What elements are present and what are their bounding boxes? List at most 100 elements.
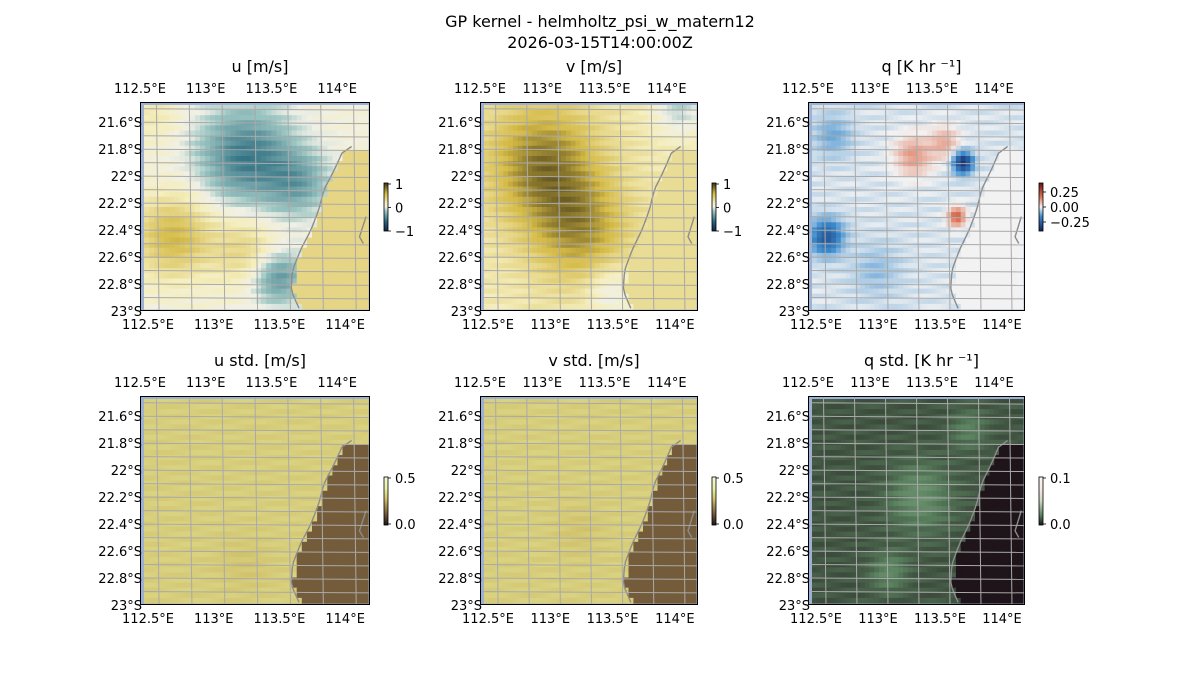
heatmap-cell (1003, 196, 1010, 203)
heatmap-cell (240, 258, 247, 264)
heatmap-cell (826, 201, 832, 208)
heatmap-cell (332, 217, 339, 223)
heatmap-cell (512, 140, 519, 147)
heatmap-cell (599, 258, 605, 264)
heatmap-cell (301, 156, 308, 162)
heatmap-cell (322, 201, 328, 208)
heatmap-cell (609, 263, 615, 269)
heatmap-cell (184, 222, 191, 228)
heatmap-cell (686, 298, 692, 305)
heatmap-cell (220, 258, 227, 264)
heatmap-cell (342, 222, 349, 228)
heatmap-cell (657, 247, 663, 254)
heatmap-cell (565, 207, 572, 213)
heatmap-cell (826, 196, 832, 203)
heatmap-cell (903, 150, 909, 157)
heatmap-cell (281, 135, 288, 142)
heatmap-cell (999, 150, 1005, 157)
y-tick-label: 23°S (451, 305, 482, 320)
heatmap-cell (691, 222, 697, 228)
heatmap-cell (488, 120, 495, 126)
heatmap-cell (174, 222, 181, 228)
heatmap-cell (869, 212, 875, 218)
heatmap-cell (164, 120, 171, 126)
heatmap-cell (681, 176, 687, 183)
heatmap-cell (164, 150, 171, 157)
heatmap-cell (488, 135, 495, 142)
heatmap-cell (960, 135, 967, 142)
heatmap-cell (556, 140, 562, 147)
heatmap-cell (565, 217, 572, 223)
heatmap-cell (220, 278, 227, 285)
heatmap-cell (936, 232, 943, 239)
heatmap-cell (831, 135, 837, 142)
heatmap-cell (836, 207, 842, 213)
heatmap-cell (230, 161, 237, 167)
heatmap-cell (845, 176, 851, 183)
heatmap-cell (979, 181, 986, 188)
heatmap-cell (594, 186, 601, 193)
heatmap-cell (850, 125, 856, 132)
heatmap-cell (200, 140, 206, 147)
heatmap-cell (652, 110, 658, 116)
heatmap-cell (179, 217, 186, 223)
heatmap-cell (174, 120, 181, 126)
heatmap-cell (623, 303, 630, 310)
heatmap-cell (893, 115, 899, 121)
heatmap-cell (250, 135, 257, 142)
heatmap-cell (609, 171, 615, 177)
heatmap-cell (508, 232, 514, 239)
heatmap-cell (671, 273, 678, 279)
heatmap-cell (946, 115, 952, 121)
heatmap-cell (517, 207, 524, 213)
heatmap-cell (291, 115, 298, 121)
heatmap-cell (215, 181, 221, 188)
heatmap-cell (855, 181, 861, 188)
heatmap-cell (565, 298, 572, 305)
heatmap-cell (508, 156, 514, 162)
heatmap-cell (638, 186, 644, 193)
heatmap-cell (296, 207, 303, 213)
heatmap-cell (169, 298, 176, 305)
heatmap-cell (291, 278, 298, 285)
heatmap-cell (537, 145, 543, 152)
heatmap-cell (676, 176, 683, 183)
heatmap-cell (580, 145, 586, 152)
heatmap-cell (561, 181, 567, 188)
heatmap-cell (812, 258, 818, 264)
heatmap-cell (517, 105, 524, 111)
heatmap-cell (561, 191, 567, 198)
heatmap-cell (541, 201, 548, 208)
heatmap-cell (633, 288, 639, 295)
heatmap-cell (149, 232, 155, 239)
heatmap-cell (671, 237, 678, 244)
heatmap-cell (946, 140, 952, 147)
heatmap-cell (879, 237, 885, 244)
heatmap-cell (936, 207, 943, 213)
heatmap-cell (556, 278, 562, 285)
heatmap-cell (590, 217, 596, 223)
heatmap-cell (590, 171, 596, 177)
heatmap-cell (189, 283, 196, 290)
heatmap-cell (322, 293, 328, 300)
heatmap-cell (585, 140, 591, 147)
heatmap-cell (580, 237, 586, 244)
heatmap-cell (225, 166, 232, 172)
heatmap-cell (541, 207, 548, 213)
heatmap-cell (306, 110, 313, 116)
heatmap-cell (164, 196, 171, 203)
heatmap-cell (860, 201, 866, 208)
heatmap-cell (965, 145, 971, 152)
heatmap-cell (864, 247, 871, 254)
heatmap-cell (556, 125, 562, 132)
heatmap-cell (541, 176, 548, 183)
heatmap-cell (266, 176, 272, 183)
heatmap-cell (532, 191, 538, 198)
heatmap-cell (618, 115, 625, 121)
heatmap-cell (281, 171, 288, 177)
heatmap-cell (676, 268, 683, 274)
heatmap-cell (541, 303, 548, 310)
heatmap-cell (200, 150, 206, 157)
heatmap-cell (686, 110, 692, 116)
heatmap-cell (281, 181, 288, 188)
